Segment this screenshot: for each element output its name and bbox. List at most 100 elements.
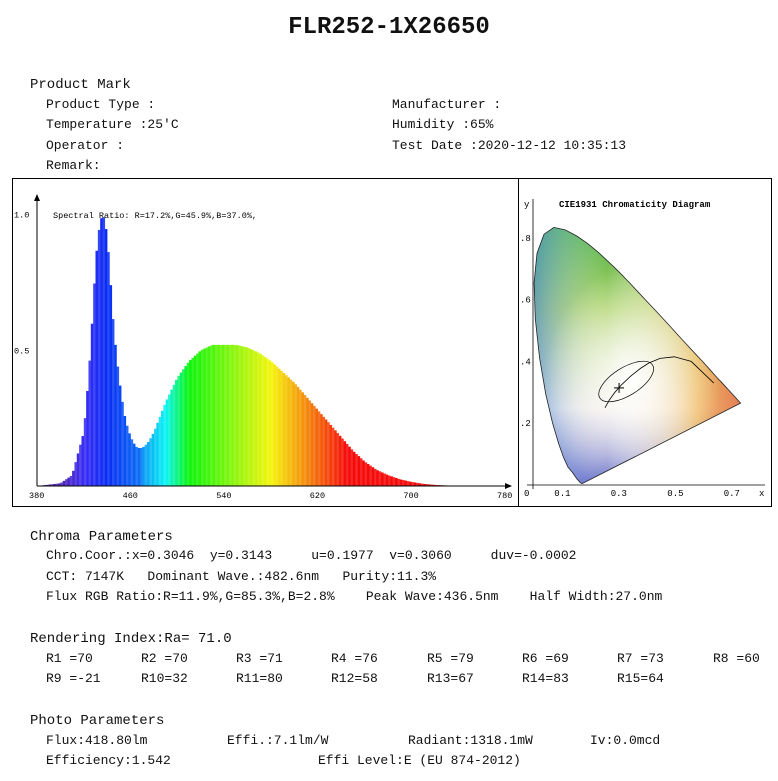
spectrum-bar [238,345,241,486]
spectrum-bar [268,360,272,486]
cie-x-label: x [759,489,764,499]
spectrum-bar [355,453,358,486]
spectrum-bar [186,362,190,486]
luminous-intensity-value: Iv:0.0mcd [590,733,661,748]
spectrum-bar [102,217,106,486]
spectrum-bar [205,347,209,486]
spectrum-bar [388,475,391,486]
rendering-index-heading: Rendering Index:Ra= 71.0 [30,631,232,647]
spectrum-bar [214,344,218,486]
spectrum-y-tick: 0.5 [14,346,29,356]
spectrum-bar [331,427,335,486]
spectrum-bar [240,346,244,486]
spectrum-bar [118,385,122,486]
spectrum-bar [228,344,232,486]
spectrum-bar [139,448,143,486]
spectrum-bar [144,444,148,486]
cie-x-tick: 0.5 [667,489,683,499]
spectrum-bar [135,446,138,486]
spectrum-bar [336,433,340,486]
spectrum-bar [308,400,311,486]
spectrum-bar [200,349,204,486]
spectrum-bar [247,348,251,486]
spectrum-bar [219,344,223,486]
cri-value: R15=64 [617,671,664,686]
chromaticity-point-marker [614,382,625,393]
cie-chart: y CIE1931 Chromaticity Diagram 0 0.1 0.3 0.… [520,199,765,499]
cie-y-label: y [524,200,530,210]
spectrum-bar [423,483,426,486]
spectrum-bar [266,358,269,486]
spectrum-bar [402,480,405,486]
operator-field: Operator : [46,138,125,153]
spectrum-bar [369,465,372,486]
spectrum-bar [280,370,283,486]
spectrum-bar [259,353,262,486]
spectrum-bar [263,357,267,486]
spectrum-bar [154,428,157,486]
spectrum-x-tick: 460 [123,491,138,501]
spectrum-bar [287,377,290,486]
cie-y-tick: .6 [520,296,531,306]
spectrum-bar [161,410,164,486]
flux-rgb-ratio: Flux RGB Ratio:R=11.9%,G=85.3%,B=2.8% Pe… [46,589,663,604]
spectrum-bar [146,442,150,486]
spectrum-bar [86,391,89,486]
spectrum-bar [76,453,80,486]
spectrum-bar [338,435,342,486]
spectrum-bar [343,441,347,486]
spectrum-bar [182,369,185,486]
spectrum-bar [252,350,255,486]
cri-value: R6 =69 [522,651,569,666]
temperature-field: Temperature :25'C [46,117,179,132]
spectrum-bar [128,433,131,486]
spectrum-bar [83,418,87,486]
spectrum-bar [90,323,94,486]
spectrum-bar [158,416,162,486]
spectrum-bar [224,344,227,486]
spectrum-bar [132,443,136,486]
chroma-heading: Chroma Parameters [30,529,173,545]
planckian-locus [604,356,715,408]
spectrum-bar [184,366,187,486]
spectrum-x-tick: 780 [497,491,512,501]
spectrum-bar [395,477,398,486]
spectrum-x-arrow [505,483,512,489]
spectrum-bar [430,484,433,486]
spectrum-bar [256,352,260,486]
spectrum-bar [334,430,337,486]
spectrum-bar [385,474,389,486]
spectrum-bar [425,484,428,486]
spectral-locus [533,226,742,484]
spectrum-bar [341,438,344,486]
spectrum-bar [198,351,201,486]
spectrum-bar [46,484,49,486]
spectrum-bar [196,353,199,486]
radiant-value: Radiant:1318.1mW [408,733,533,748]
cie-y-tick: .4 [520,357,531,367]
cri-value: R4 =76 [331,651,378,666]
efficiency-level: Effi Level:E (EU 874-2012) [318,753,521,768]
spectrum-bar [51,484,54,486]
spectrum-bar [296,386,300,486]
spectrum-bar [100,218,103,486]
spectrum-bar [149,438,152,486]
spectrum-bar [364,462,368,486]
spectrum-bar [217,344,220,486]
spectrum-bar [313,405,316,486]
spectrum-bar [111,319,115,486]
cie-title: CIE1931 Chromaticity Diagram [559,200,711,210]
spectrum-bar [114,344,117,486]
spectrum-bar [413,482,417,486]
spectrum-bar [168,394,171,486]
spectrum-bar [74,462,77,486]
spectrum-bar [310,403,314,486]
spectrum-bar [278,368,281,486]
spectrum-bar [245,347,248,486]
cri-value: R13=67 [427,671,474,686]
spectrum-bar [58,483,61,486]
spectral-ratio-annotation: Spectral Ratio: R=17.2%,G=45.9%,B=37.0%, [53,211,257,221]
spectrum-bar [67,477,70,486]
spectrum-bar [72,470,75,486]
spectrum-bar [163,404,166,486]
